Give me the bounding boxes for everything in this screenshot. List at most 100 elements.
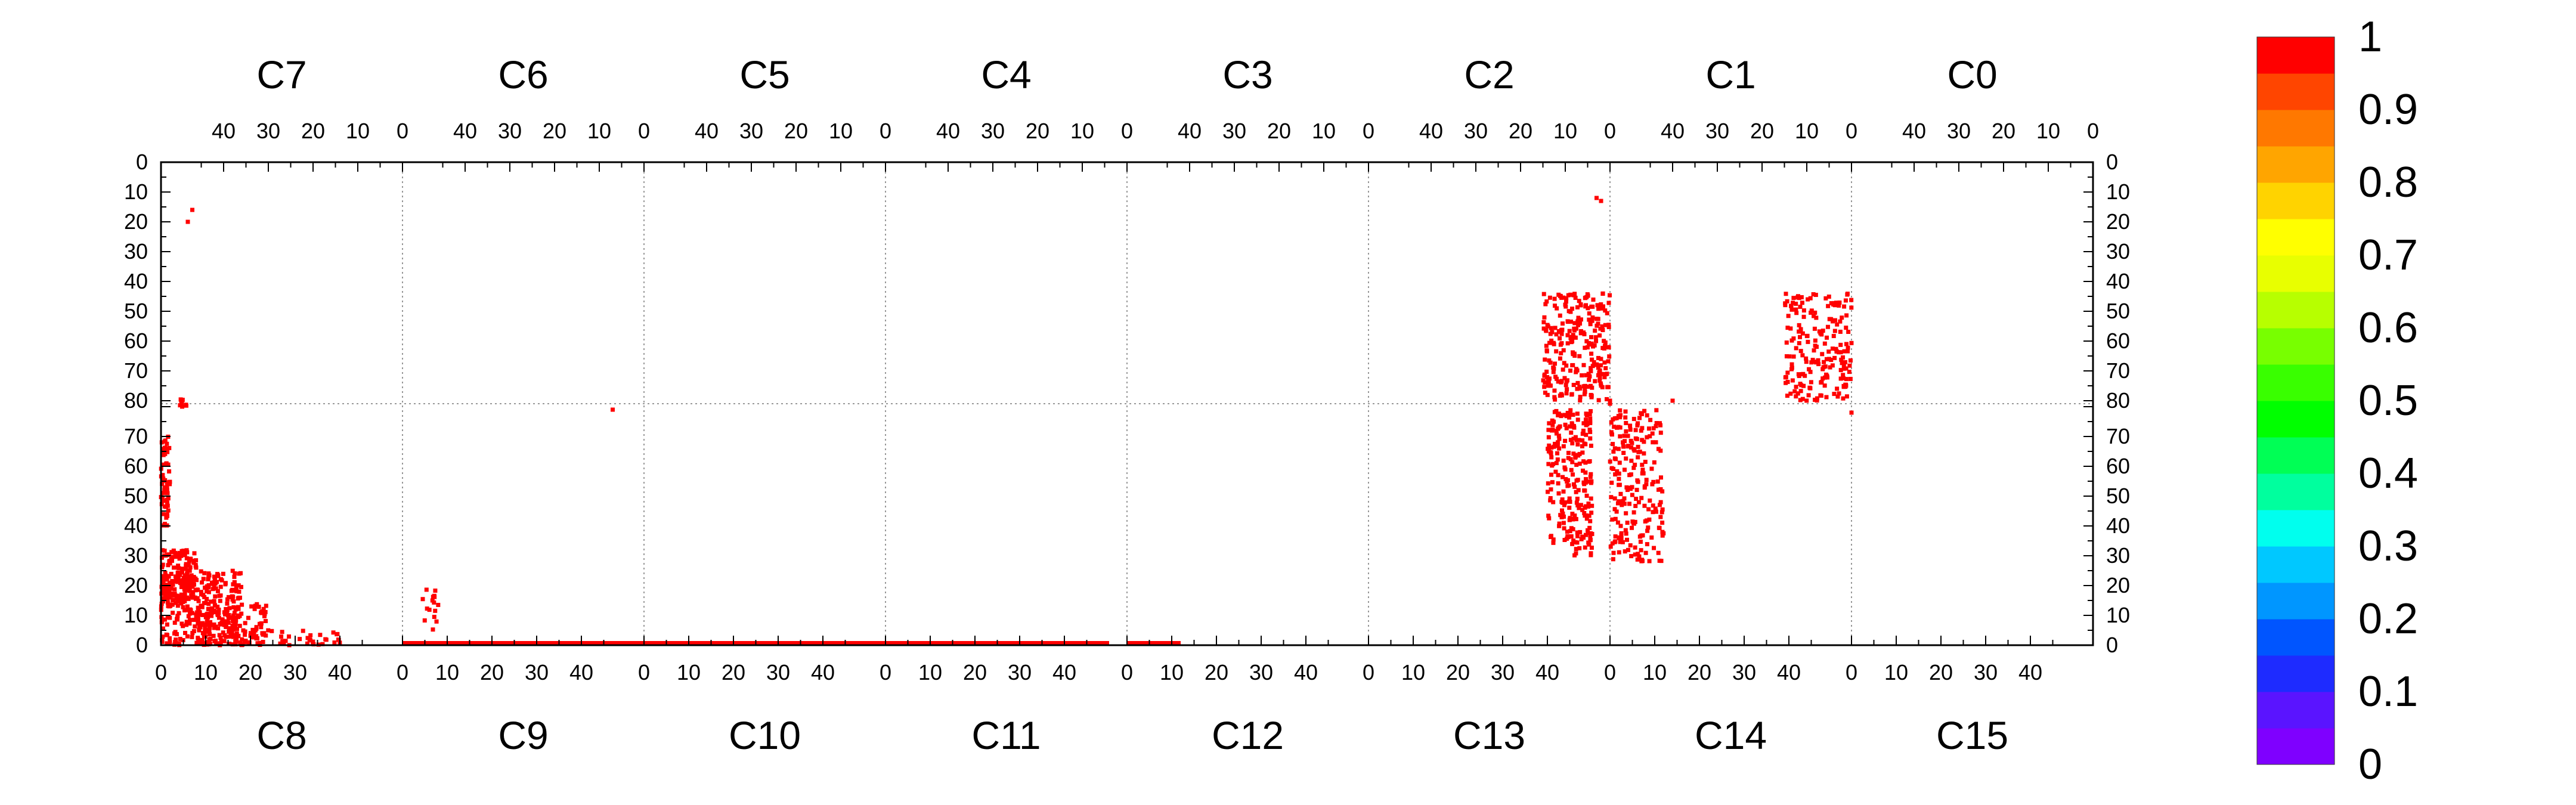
hit-cell xyxy=(1643,550,1648,555)
hit-cell xyxy=(1583,545,1587,550)
hit-cell xyxy=(1548,383,1553,388)
hit-cell xyxy=(1603,366,1608,370)
hit-cell xyxy=(206,585,211,590)
hit-cell xyxy=(1812,326,1817,331)
hit-cell xyxy=(1572,351,1577,356)
hit-cell xyxy=(1797,296,1801,301)
hit-cell xyxy=(1541,292,1546,296)
hit-cell xyxy=(1786,314,1791,318)
hit-cell xyxy=(165,641,169,646)
colorbar-segment xyxy=(2257,73,2334,110)
hit-cell xyxy=(160,562,165,567)
hit-cell xyxy=(231,595,236,599)
hit-cell xyxy=(1791,301,1795,305)
hit-cell xyxy=(1636,479,1640,484)
bottom-x-tick-label: 10 xyxy=(435,660,459,685)
hit-cell xyxy=(219,577,224,581)
colorbar-segment xyxy=(2257,37,2334,74)
hit-cell xyxy=(1555,457,1560,462)
y-tick-label-left: 50 xyxy=(124,484,148,508)
hit-cell xyxy=(1627,501,1631,506)
y-tick-label-left: 30 xyxy=(124,543,148,568)
hit-cell xyxy=(1574,547,1578,552)
hit-cell xyxy=(165,462,169,467)
hit-cell xyxy=(278,641,283,646)
hit-cell xyxy=(1794,301,1798,306)
top-x-tick-label: 30 xyxy=(256,119,280,143)
hit-cell xyxy=(1555,376,1559,381)
hit-cell xyxy=(1547,358,1552,363)
top-x-tick-label: 0 xyxy=(1604,119,1616,143)
hit-cell xyxy=(1614,509,1619,514)
hit-cell xyxy=(171,611,175,615)
hit-cell xyxy=(1547,376,1552,381)
hit-cell xyxy=(1633,503,1638,508)
hit-cell xyxy=(1578,503,1583,507)
hit-cell xyxy=(179,621,184,626)
hit-cell xyxy=(1815,398,1819,403)
hit-cell xyxy=(208,642,212,646)
hit-cell xyxy=(1545,375,1550,380)
bottom-x-tick-label: 40 xyxy=(1535,660,1559,685)
hit-cell xyxy=(1812,314,1816,318)
hit-cell xyxy=(1648,499,1652,503)
hit-cell xyxy=(1801,314,1806,319)
hit-cell xyxy=(212,622,216,627)
hit-cell xyxy=(165,615,170,620)
hit-cell xyxy=(1785,370,1790,375)
hit-cell xyxy=(184,595,189,600)
hit-cell xyxy=(1612,425,1617,429)
hit-cell xyxy=(1584,413,1589,417)
hit-cell xyxy=(1636,552,1640,556)
hit-cell xyxy=(1651,510,1655,515)
hit-cell xyxy=(197,623,202,627)
hit-cell xyxy=(311,642,316,646)
hit-cell xyxy=(1575,411,1580,416)
hit-cell xyxy=(165,484,169,489)
hit-cell xyxy=(162,574,166,578)
hit-cell xyxy=(1597,333,1602,338)
top-x-tick-label: 10 xyxy=(2036,119,2060,143)
colorbar-segment xyxy=(2257,292,2334,329)
grid-lines xyxy=(161,162,2093,645)
hit-cell xyxy=(1633,436,1638,441)
hit-cell xyxy=(1576,453,1581,458)
hit-cell xyxy=(1634,488,1639,493)
hit-cell xyxy=(1637,534,1642,539)
hit-cell xyxy=(1547,340,1552,345)
hit-cell xyxy=(311,639,315,644)
hit-cell xyxy=(1586,528,1590,532)
colorbar-segment xyxy=(2257,473,2334,510)
hit-cell xyxy=(1800,397,1805,401)
hit-cell xyxy=(1576,315,1581,320)
hit-cell xyxy=(1553,326,1558,330)
hit-cell xyxy=(1564,391,1569,396)
hit-cell xyxy=(1614,416,1619,420)
hit-cell xyxy=(1789,362,1794,367)
hit-cell xyxy=(165,585,169,590)
hit-cell xyxy=(1588,475,1593,479)
hit-cell xyxy=(225,597,230,602)
hit-cell xyxy=(187,589,192,593)
hit-cell xyxy=(176,575,181,580)
hit-cell xyxy=(1580,534,1585,539)
hit-cell xyxy=(1822,341,1827,346)
hit-cell xyxy=(1606,324,1611,329)
hit-cell xyxy=(1639,548,1643,553)
hit-cell xyxy=(1584,516,1589,521)
hit-cell xyxy=(1551,370,1556,374)
hit-cell xyxy=(164,583,169,587)
hit-cell xyxy=(1582,510,1587,515)
y-tick-label-left: 0 xyxy=(136,633,148,657)
hit-cell xyxy=(1622,434,1627,438)
hit-cell xyxy=(236,596,240,601)
hit-cell xyxy=(1561,367,1565,372)
y-tick-label-right: 20 xyxy=(2106,209,2130,234)
top-x-tick-label: 20 xyxy=(543,119,566,143)
bottom-channel-label: C11 xyxy=(971,713,1041,757)
hit-cell xyxy=(281,640,286,645)
hit-cell xyxy=(1573,454,1578,459)
hit-cell xyxy=(161,491,166,496)
hit-cell xyxy=(208,632,212,637)
hit-cell xyxy=(1658,487,1663,491)
